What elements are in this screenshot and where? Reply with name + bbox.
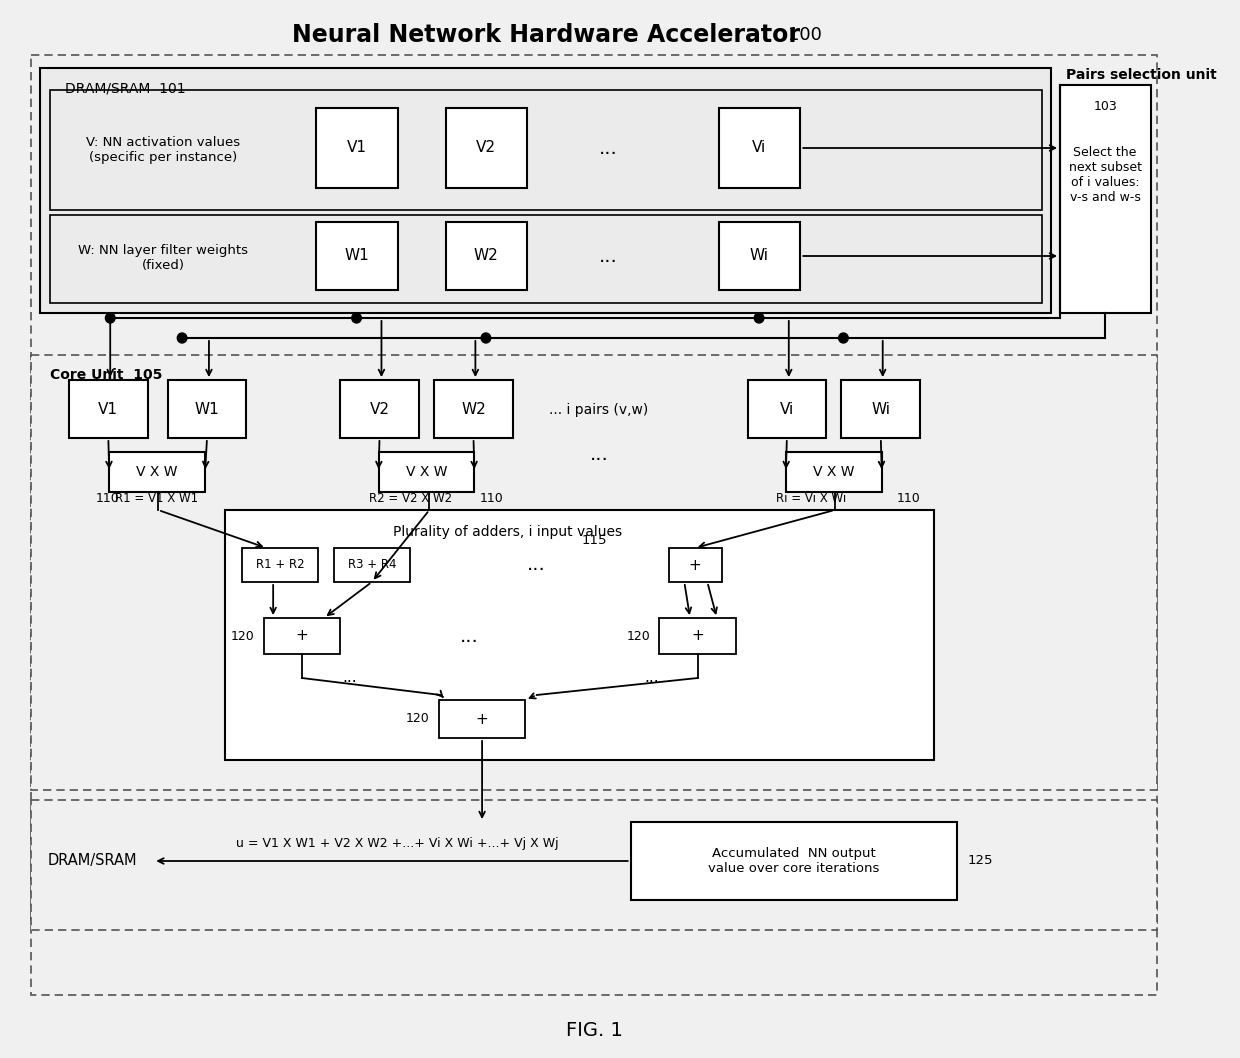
Bar: [31, 355, 1157, 790]
Circle shape: [754, 313, 764, 323]
Text: R3 + R4: R3 + R4: [347, 559, 396, 571]
Text: Accumulated  NN output
value over core iterations: Accumulated NN output value over core it…: [708, 847, 879, 875]
Bar: [378, 452, 475, 492]
Bar: [31, 800, 1157, 930]
Text: Neural Network Hardware Accelerator: Neural Network Hardware Accelerator: [293, 23, 800, 47]
Text: DRAM/SRAM: DRAM/SRAM: [48, 854, 138, 869]
Text: V X W: V X W: [405, 466, 448, 479]
Circle shape: [352, 313, 361, 323]
Text: W2: W2: [474, 249, 498, 263]
Bar: [264, 618, 340, 654]
Circle shape: [838, 333, 848, 343]
Bar: [226, 510, 935, 760]
Text: 120: 120: [405, 712, 430, 726]
Bar: [748, 380, 826, 438]
Circle shape: [105, 313, 115, 323]
Text: 120: 120: [231, 630, 254, 642]
Text: Select the
next subset
of i values:
v-s and w-s: Select the next subset of i values: v-s …: [1069, 146, 1142, 204]
Text: ...: ...: [590, 445, 609, 464]
Bar: [334, 548, 410, 582]
Bar: [445, 108, 527, 188]
Text: u = V1 X W1 + V2 X W2 +...+ Vi X Wi +...+ Vj X Wj: u = V1 X W1 + V2 X W2 +...+ Vi X Wi +...…: [237, 837, 559, 850]
Text: FIG. 1: FIG. 1: [565, 1021, 622, 1040]
Text: Vi: Vi: [751, 141, 766, 156]
Text: V1: V1: [346, 141, 367, 156]
Bar: [167, 380, 247, 438]
Text: ...: ...: [527, 555, 546, 574]
Text: W1: W1: [345, 249, 370, 263]
Bar: [316, 222, 398, 290]
Text: Wi: Wi: [749, 249, 769, 263]
Bar: [660, 618, 737, 654]
Text: R2 = V2 X W2: R2 = V2 X W2: [370, 492, 453, 505]
Bar: [445, 222, 527, 290]
Text: ...: ...: [599, 247, 618, 266]
Text: 110: 110: [897, 492, 921, 505]
Text: 100: 100: [789, 26, 822, 44]
Bar: [670, 548, 722, 582]
Text: ...: ...: [599, 139, 618, 158]
Text: Ri = Vi X Wi: Ri = Vi X Wi: [776, 492, 847, 505]
Text: Vi: Vi: [780, 401, 794, 417]
Bar: [50, 90, 1042, 209]
Bar: [786, 452, 882, 492]
Text: V: NN activation values
(specific per instance): V: NN activation values (specific per in…: [86, 136, 241, 164]
Text: ...: ...: [342, 671, 357, 686]
Text: R1 = V1 X W1: R1 = V1 X W1: [115, 492, 198, 505]
Text: Wi: Wi: [872, 401, 890, 417]
Text: ...: ...: [645, 671, 658, 686]
Text: V2: V2: [476, 141, 496, 156]
Text: R1 + R2: R1 + R2: [255, 559, 304, 571]
Text: 120: 120: [626, 630, 650, 642]
Text: W1: W1: [195, 401, 219, 417]
Circle shape: [481, 333, 491, 343]
Bar: [31, 55, 1157, 995]
Bar: [69, 380, 148, 438]
Text: +: +: [476, 711, 489, 727]
Text: ...: ...: [460, 626, 479, 645]
Bar: [719, 222, 800, 290]
Text: DRAM/SRAM  101: DRAM/SRAM 101: [66, 83, 186, 96]
Text: +: +: [295, 628, 309, 643]
Text: ... i pairs (v,w): ... i pairs (v,w): [549, 403, 649, 417]
Bar: [50, 215, 1042, 303]
Text: +: +: [692, 628, 704, 643]
Text: 110: 110: [95, 492, 119, 505]
Bar: [109, 452, 205, 492]
Text: 125: 125: [968, 855, 993, 868]
Text: V2: V2: [370, 401, 389, 417]
Text: Plurality of adders, i input values: Plurality of adders, i input values: [393, 525, 622, 539]
Bar: [316, 108, 398, 188]
Text: V1: V1: [98, 401, 118, 417]
Text: W2: W2: [461, 401, 486, 417]
Bar: [40, 68, 1052, 313]
Text: Core Unit  105: Core Unit 105: [50, 368, 162, 382]
Bar: [340, 380, 419, 438]
Text: 110: 110: [479, 492, 503, 505]
Bar: [631, 822, 956, 900]
Bar: [1060, 85, 1151, 313]
Text: 115: 115: [582, 533, 606, 547]
Text: V X W: V X W: [136, 466, 177, 479]
Text: Pairs selection unit: Pairs selection unit: [1065, 68, 1216, 83]
Text: 103: 103: [1094, 101, 1117, 113]
Text: +: +: [688, 558, 702, 572]
Bar: [242, 548, 319, 582]
Bar: [439, 700, 526, 738]
Bar: [719, 108, 800, 188]
Text: W: NN layer filter weights
(fixed): W: NN layer filter weights (fixed): [78, 244, 248, 272]
Bar: [434, 380, 513, 438]
Bar: [842, 380, 920, 438]
Circle shape: [177, 333, 187, 343]
Text: V X W: V X W: [813, 466, 854, 479]
